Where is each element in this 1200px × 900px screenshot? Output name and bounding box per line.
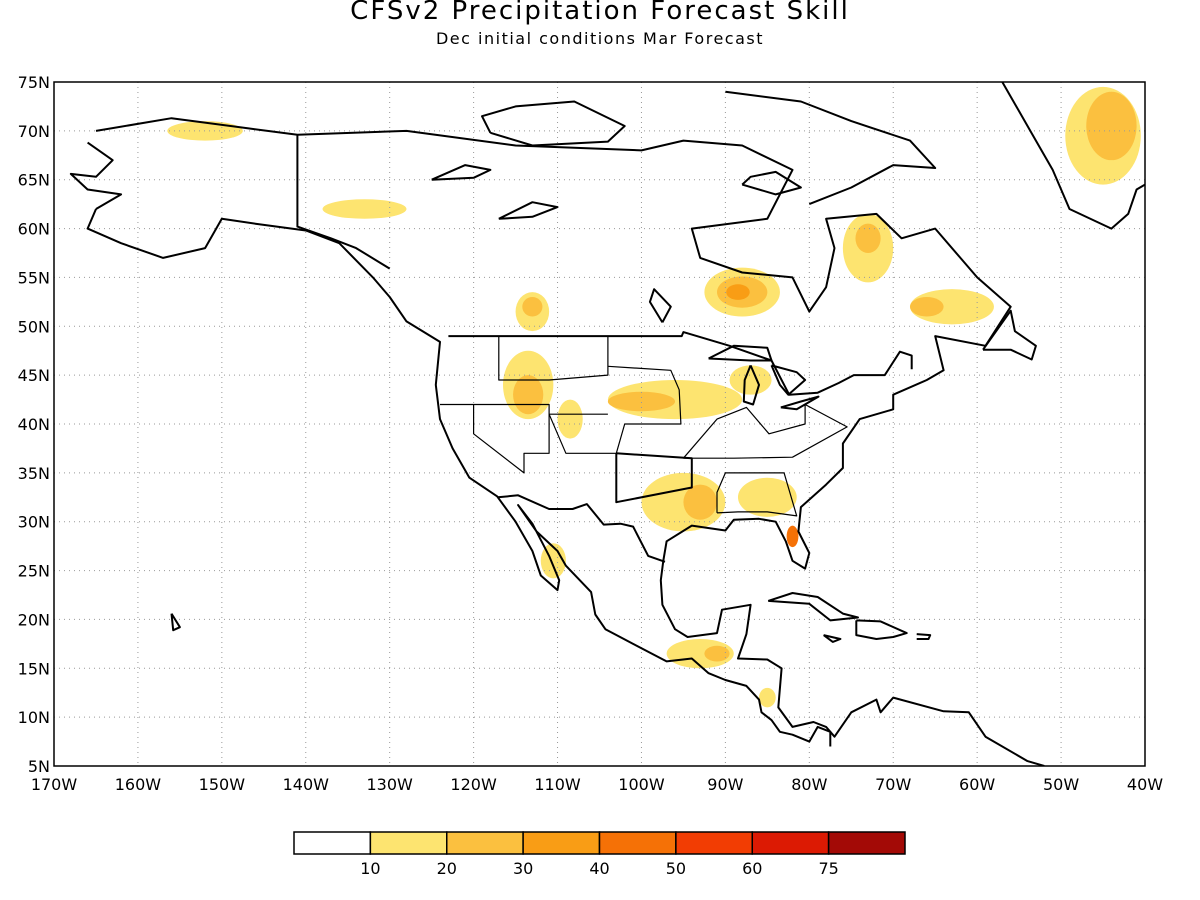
colorbar-swatch: [369, 831, 448, 855]
longitude-labels: 170W 160W 150W 140W 130W 120W 110W 100W 90W 80W 70…: [31, 775, 1163, 794]
colorbar-swatch: [827, 831, 906, 855]
colorbar-label: 75: [818, 859, 838, 878]
lon-tick-label: 130W: [367, 775, 414, 794]
lat-tick-label: 5N: [28, 757, 50, 776]
coast-lake-erie: [780, 395, 820, 411]
coast-puerto-rico: [916, 633, 932, 640]
lat-tick-label: 40N: [18, 415, 50, 434]
lon-tick-label: 150W: [199, 775, 246, 794]
lat-tick-label: 55N: [18, 268, 50, 287]
skill-region-central-america: [758, 687, 776, 708]
lon-tick-label: 170W: [31, 775, 78, 794]
coast-pacific-coast: [86, 208, 832, 747]
lon-tick-label: 120W: [450, 775, 497, 794]
skill-region-yukon-coast: [322, 199, 407, 219]
lon-tick-label: 110W: [534, 775, 581, 794]
colorbar-swatch: [446, 831, 524, 855]
skill-region-louisiana-core: [683, 484, 717, 520]
coast-alaska-north: [69, 141, 123, 210]
coast-us-mexico-border: [497, 494, 666, 563]
lon-tick-label: 80W: [791, 775, 827, 794]
graticule: [54, 82, 1145, 766]
skill-region-gulf-coast: [737, 477, 797, 517]
coast-north-america-coast: [95, 117, 1045, 766]
coast-us-north-states: [498, 336, 609, 381]
lat-tick-label: 60N: [18, 220, 50, 239]
coast-lake-superior: [708, 344, 773, 362]
map-subtitle: Dec initial conditions Mar Forecast: [435, 29, 764, 48]
lon-tick-label: 140W: [283, 775, 330, 794]
lon-tick-label: 40W: [1127, 775, 1163, 794]
colorbar-label: 30: [513, 859, 533, 878]
coast-lake-huron: [770, 364, 807, 396]
coast-us-canada-border: [448, 331, 913, 396]
coast-us-plains-south: [615, 452, 693, 504]
skill-region-southern-mexico-core: [704, 645, 730, 662]
coast-newfoundland: [982, 309, 1037, 361]
coast-us-east-states: [682, 403, 848, 459]
plot-frame: [53, 81, 1146, 767]
coast-cuba: [767, 592, 859, 622]
map-title: CFSv2 Precipitation Forecast Skill: [350, 0, 850, 26]
lat-tick-label: 50N: [18, 317, 50, 336]
coast-alaska-border: [296, 134, 391, 270]
skill-region-labrador-core: [910, 296, 944, 317]
lat-tick-label: 30N: [18, 513, 50, 532]
skill-region-colorado: [557, 399, 583, 439]
coast-greenland: [1001, 82, 1145, 230]
latitude-labels: 75N 70N 65N 60N 55N 50N 45N 40N 35N 30N 25N 20N 15N 1…: [18, 73, 50, 776]
lat-tick-label: 35N: [18, 464, 50, 483]
colorbar-swatch: [598, 831, 677, 855]
lon-tick-label: 90W: [707, 775, 743, 794]
coast-victoria-island: [481, 100, 626, 147]
skill-region-great-lakes: [729, 365, 772, 395]
coast-us-southeast-states: [716, 472, 798, 517]
lat-tick-label: 25N: [18, 562, 50, 581]
lat-tick-label: 15N: [18, 659, 50, 678]
colorbar-swatch: [675, 831, 753, 855]
colorbar-swatch: [522, 831, 601, 855]
lat-tick-label: 10N: [18, 708, 50, 727]
colorbar: 10 20 30 40 50 60 75: [293, 831, 906, 878]
lat-tick-label: 45N: [18, 366, 50, 385]
skill-region-florida: [786, 525, 799, 548]
coastlines: [69, 82, 1145, 766]
colorbar-label: 40: [589, 859, 609, 878]
lon-tick-label: 70W: [875, 775, 911, 794]
skill-region-idaho-montana-core: [513, 375, 544, 415]
colorbar-label: 60: [742, 859, 762, 878]
coast-us-west-states: [440, 403, 550, 474]
coast-lake-winnipeg: [648, 288, 672, 323]
skill-region-hudson-bay-center: [726, 284, 750, 300]
lat-tick-label: 20N: [18, 610, 50, 629]
lat-tick-label: 75N: [18, 73, 50, 92]
skill-region-bc-interior-core: [522, 296, 543, 317]
colorbar-label: 10: [360, 859, 380, 878]
lat-tick-label: 70N: [18, 122, 50, 141]
skill-shading: [167, 86, 1141, 708]
lon-tick-label: 50W: [1043, 775, 1079, 794]
colorbar-swatch: [293, 831, 372, 855]
skill-region-quebec-north-core: [855, 223, 881, 253]
coast-hudson-bay-islands: [725, 90, 937, 206]
skill-region-central-plains-core: [607, 391, 676, 412]
coast-us-central-states: [548, 365, 682, 454]
lon-tick-label: 100W: [618, 775, 665, 794]
coast-lake-michigan: [742, 365, 760, 406]
coast-jamaica: [823, 634, 842, 643]
skill-region-greenland-core: [1086, 91, 1137, 161]
colorbar-swatch: [751, 831, 830, 855]
coast-great-bear-lake: [431, 164, 492, 181]
colorbar-label: 20: [437, 859, 457, 878]
coast-hispaniola: [855, 619, 908, 640]
coast-hawaii: [170, 613, 181, 632]
coast-southampton-island: [741, 170, 802, 196]
coast-great-slave-lake: [498, 201, 559, 220]
colorbar-label: 50: [666, 859, 686, 878]
lon-tick-label: 60W: [959, 775, 995, 794]
skill-region-northern-alaska: [167, 121, 243, 141]
lon-tick-label: 160W: [115, 775, 162, 794]
lat-tick-label: 65N: [18, 171, 50, 190]
